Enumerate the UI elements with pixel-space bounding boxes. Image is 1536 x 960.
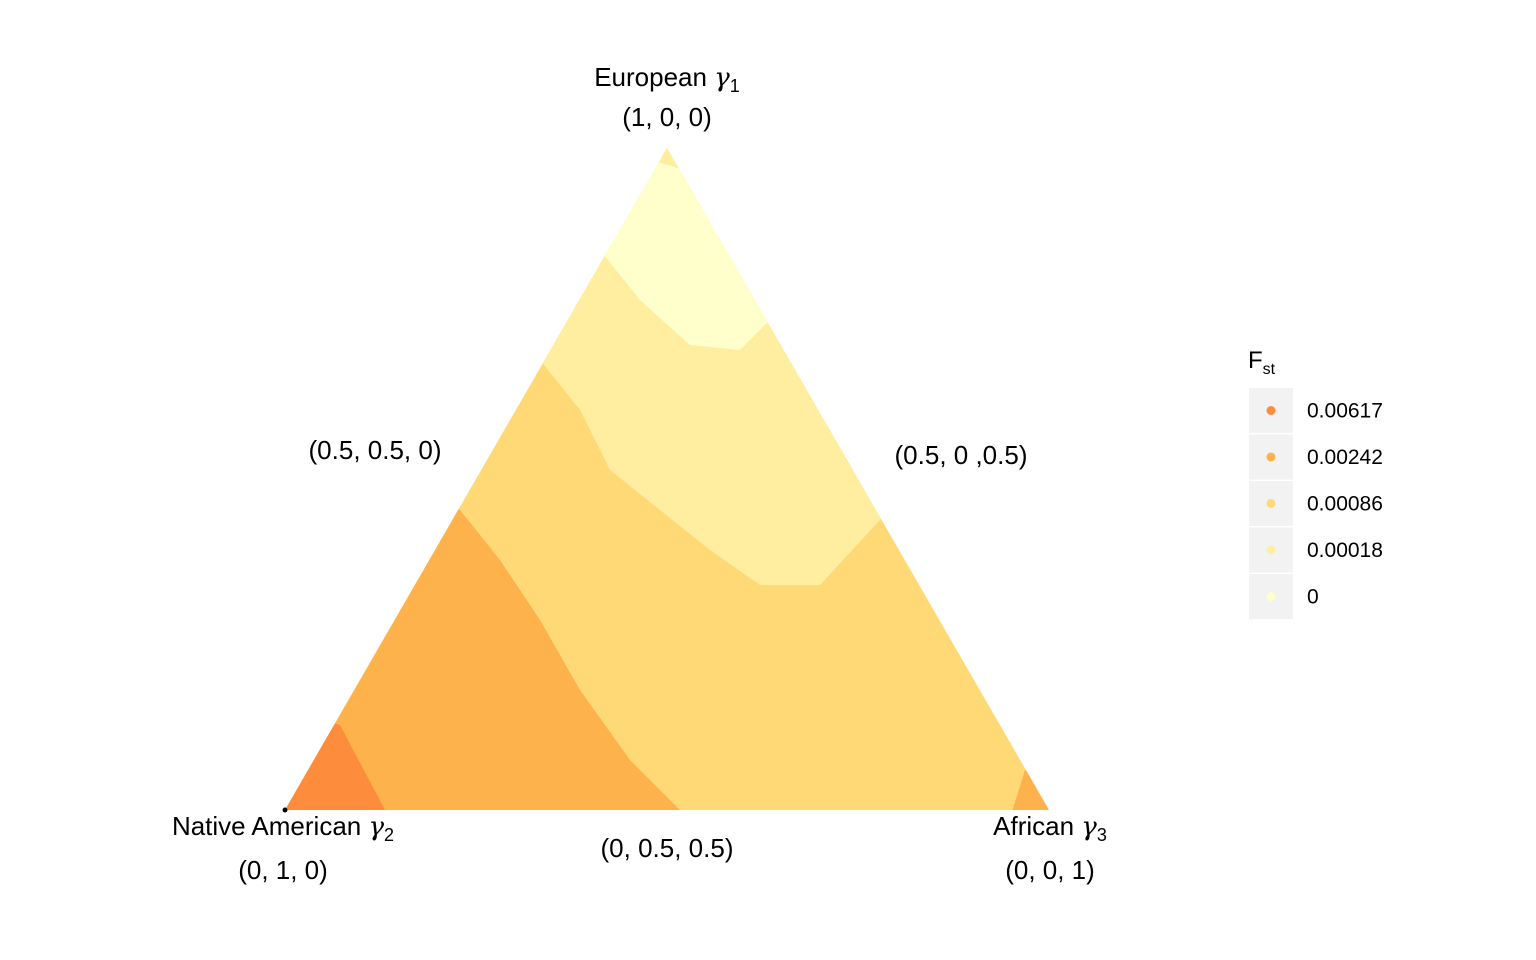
legend-item: 0.00617 [1249,388,1383,433]
vertex-coords: (0, 1, 0) [238,855,328,885]
legend-entries: 0.00617 0.00242 0.00086 0.00018 0 [1249,388,1383,619]
legend-item: 0.00086 [1249,481,1383,526]
legend-label: 0.00086 [1307,493,1383,516]
vertex-label-top: European γ1 (1, 0, 0) [594,62,740,132]
legend-swatch [1266,545,1276,555]
vertex-coords: (1, 0, 0) [622,102,712,132]
contour-region-0.00242-corner [1000,770,1049,810]
vertex-name: Native American [172,811,361,841]
vertex-name: European [594,62,707,92]
edge-midpoint-label-right: (0.5, 0 ,0.5) [895,440,1028,470]
legend-title: F [1248,347,1263,374]
legend-item: 0.00018 [1249,527,1383,573]
gamma-symbol: γ [1081,812,1097,842]
svg-text:Native American γ2: Native American γ2 [172,811,394,845]
vertex-point [282,807,288,813]
legend-swatch [1266,452,1276,462]
legend-label: 0.00018 [1307,539,1383,562]
edge-midpoint-label-left: (0.5, 0.5, 0) [309,435,442,465]
vertex-name: African [993,811,1074,841]
vertex-label-right: African γ3 (0, 0, 1) [993,811,1107,885]
legend-item: 0.00242 [1249,434,1383,480]
legend-title-subscript: st [1263,361,1276,378]
vertex-coords: (0, 0, 1) [1005,855,1095,885]
contour-region-0.00617 [285,700,385,810]
edge-midpoint-label-bottom: (0, 0.5, 0.5) [601,833,734,863]
gamma-symbol: γ [714,63,730,93]
legend-label: 0.00242 [1307,446,1383,469]
vertex-label-left: Native American γ2 (0, 1, 0) [172,811,394,885]
legend-swatch [1266,406,1276,415]
gamma-index: 3 [1097,825,1107,845]
legend-item: 0 [1249,574,1319,619]
legend-swatch [1266,499,1276,508]
svg-text:African γ3: African γ3 [993,811,1107,845]
svg-text:Fst: Fst [1248,347,1276,378]
gamma-symbol: γ [368,812,384,842]
svg-text:European γ1: European γ1 [594,62,740,96]
legend-label: 0.00617 [1307,400,1383,423]
gamma-index: 1 [730,76,740,96]
legend-label: 0 [1307,586,1319,609]
gamma-index: 2 [384,825,394,845]
legend: Fst 0.00617 0.00242 0.00086 0.00018 0 [1248,347,1383,619]
legend-swatch [1266,592,1276,601]
